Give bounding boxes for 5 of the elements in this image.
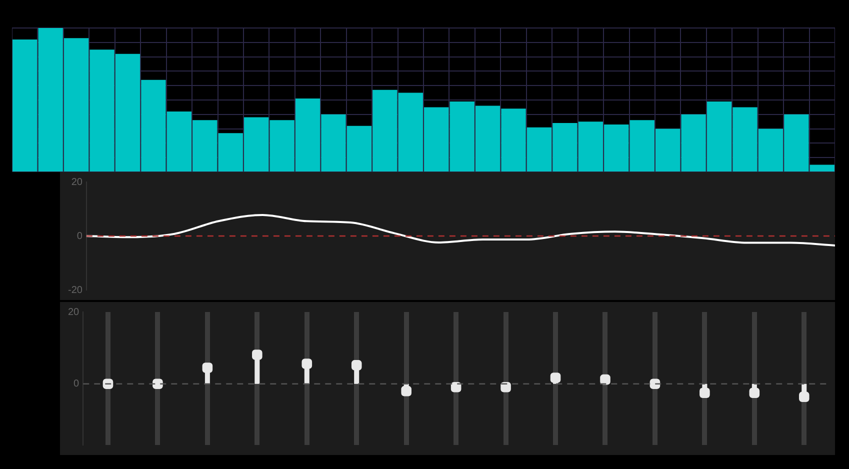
y-tick-label: 20 <box>71 176 83 188</box>
y-tick-label: 0 <box>76 230 83 242</box>
y-tick-label: 0 <box>74 378 80 390</box>
y-tick-label: 20 <box>68 306 80 318</box>
y-tick-label: -20 <box>68 284 83 296</box>
